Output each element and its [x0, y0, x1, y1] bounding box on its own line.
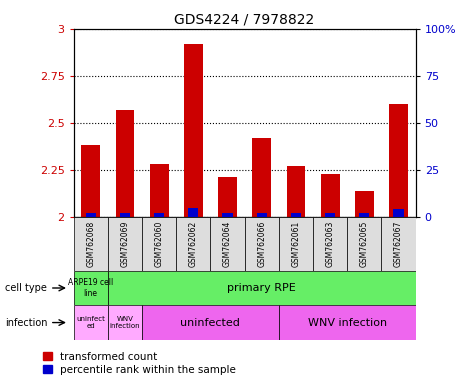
FancyBboxPatch shape [245, 217, 279, 271]
Text: GSM762065: GSM762065 [360, 221, 369, 267]
FancyBboxPatch shape [74, 217, 108, 271]
FancyBboxPatch shape [210, 217, 245, 271]
FancyBboxPatch shape [313, 217, 347, 271]
Text: infection: infection [5, 318, 47, 328]
Text: WNV
infection: WNV infection [110, 316, 140, 329]
Bar [222, 213, 233, 217]
Bar [256, 213, 267, 217]
Bar [286, 166, 305, 217]
Bar [150, 164, 169, 217]
FancyBboxPatch shape [142, 305, 279, 340]
Bar [184, 44, 203, 217]
Text: primary RPE: primary RPE [228, 283, 296, 293]
Text: GSM762068: GSM762068 [86, 221, 95, 267]
Bar [81, 146, 100, 217]
Text: GSM762062: GSM762062 [189, 221, 198, 267]
FancyBboxPatch shape [74, 305, 108, 340]
Bar [86, 213, 96, 217]
FancyBboxPatch shape [279, 305, 416, 340]
Bar [359, 213, 370, 217]
Bar [154, 213, 164, 217]
Text: GSM762067: GSM762067 [394, 221, 403, 267]
FancyBboxPatch shape [381, 217, 416, 271]
FancyBboxPatch shape [176, 217, 210, 271]
Bar [291, 213, 301, 217]
Text: GSM762060: GSM762060 [155, 221, 163, 267]
Bar [393, 209, 404, 217]
Text: ARPE19 cell
line: ARPE19 cell line [68, 278, 114, 298]
Text: uninfect
ed: uninfect ed [76, 316, 105, 329]
Bar [252, 138, 271, 217]
Text: cell type: cell type [5, 283, 47, 293]
Bar [389, 104, 408, 217]
Bar [120, 213, 130, 217]
FancyBboxPatch shape [279, 217, 313, 271]
Bar [188, 208, 199, 217]
Text: WNV infection: WNV infection [308, 318, 387, 328]
FancyBboxPatch shape [108, 305, 142, 340]
Text: GSM762069: GSM762069 [121, 221, 129, 267]
Bar [218, 177, 237, 217]
Legend: transformed count, percentile rank within the sample: transformed count, percentile rank withi… [43, 352, 236, 375]
FancyBboxPatch shape [74, 271, 108, 305]
FancyBboxPatch shape [142, 217, 176, 271]
Title: GDS4224 / 7978822: GDS4224 / 7978822 [174, 12, 315, 26]
Text: GSM762064: GSM762064 [223, 221, 232, 267]
Text: uninfected: uninfected [180, 318, 240, 328]
Bar [321, 174, 340, 217]
FancyBboxPatch shape [108, 271, 416, 305]
Text: GSM762061: GSM762061 [292, 221, 300, 267]
Text: GSM762063: GSM762063 [326, 221, 334, 267]
Bar [355, 190, 374, 217]
Bar [115, 110, 134, 217]
FancyBboxPatch shape [108, 217, 142, 271]
FancyBboxPatch shape [347, 217, 381, 271]
Bar [325, 213, 335, 217]
Text: GSM762066: GSM762066 [257, 221, 266, 267]
